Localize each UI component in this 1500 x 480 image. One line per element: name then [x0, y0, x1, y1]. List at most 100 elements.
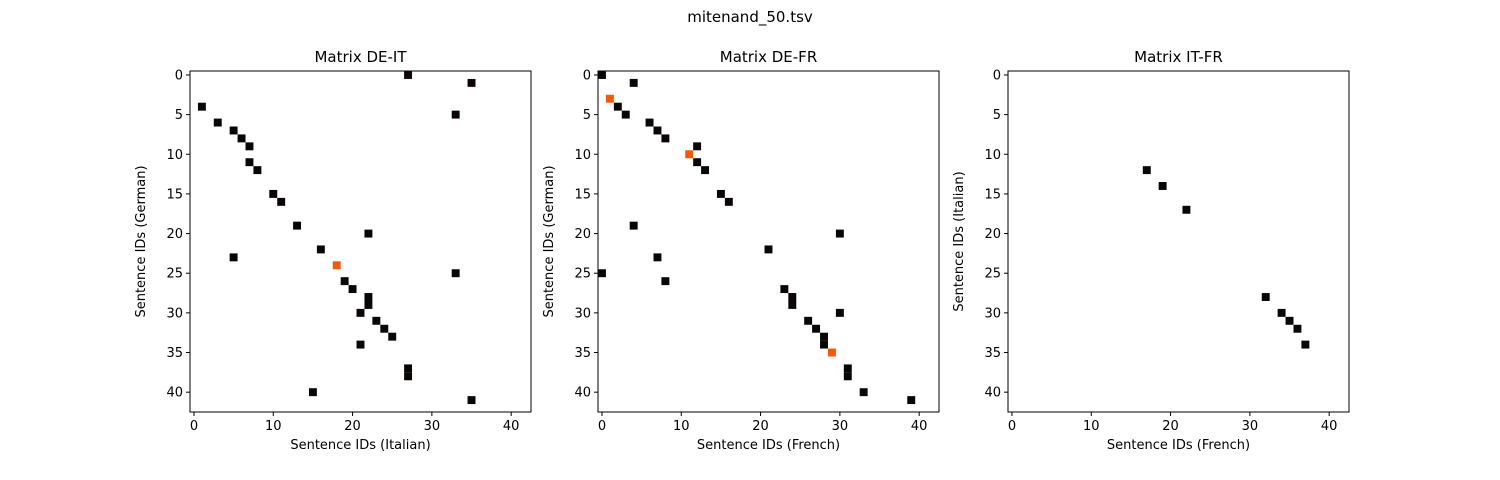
alignment-cell: [843, 364, 852, 373]
alignment-cell: [661, 277, 670, 286]
alignment-cell: [229, 126, 238, 135]
alignment-cell: [788, 300, 797, 309]
alignment-cell: [645, 118, 654, 127]
x-tick-label: 0: [1008, 419, 1016, 434]
y-tick-label: 10: [166, 148, 183, 163]
panel-it-fr: Matrix IT-FR Sentence IDs (French) Sente…: [952, 48, 1350, 453]
alignment-cell: [269, 189, 278, 198]
alignment-cell: [598, 269, 606, 278]
y-tick-label: 10: [984, 148, 1001, 163]
y-tick-label: 25: [984, 267, 1001, 282]
alignment-cell: [293, 221, 302, 230]
alignment-cell: [1301, 340, 1310, 349]
y-tick-label: 40: [984, 386, 1001, 401]
alignment-cell: [451, 269, 460, 278]
y-axis-label: Sentence IDs (German): [134, 165, 149, 317]
y-axis-label: Sentence IDs (Italian): [952, 171, 967, 311]
plot-area: [189, 70, 532, 413]
panel-title: Matrix DE-IT: [314, 48, 407, 66]
y-tick-label: 30: [984, 306, 1001, 321]
y-tick-label: 0: [993, 68, 1001, 83]
alignment-cell: [467, 78, 476, 87]
alignment-cell: [820, 340, 828, 349]
x-tick-label: 30: [1242, 419, 1259, 434]
y-tick-label: 0: [583, 68, 591, 83]
alignment-cell: [356, 308, 365, 317]
alignment-cell: [364, 300, 373, 309]
y-tick-label: 30: [574, 306, 591, 321]
alignment-cell: [404, 364, 413, 373]
alignment-cell: [716, 189, 725, 198]
alignment-cell: [364, 293, 373, 301]
alignment-cell: [1285, 316, 1294, 325]
y-tick-label: 20: [984, 227, 1001, 242]
alignment-cell: [598, 71, 606, 79]
alignment-cell: [661, 134, 670, 143]
x-tick-label: 40: [503, 419, 520, 434]
y-tick-label: 25: [574, 267, 591, 282]
alignment-cell: [812, 324, 821, 333]
x-axis-label: Sentence IDs (French): [1107, 438, 1250, 453]
panel-title: Matrix DE-FR: [720, 48, 818, 66]
y-tick-label: 5: [175, 108, 183, 123]
panel-de-it: Matrix DE-IT Sentence IDs (Italian) Sent…: [134, 48, 532, 453]
alignment-cell: [316, 245, 325, 254]
x-tick-label: 20: [344, 419, 361, 434]
highlight-cell: [605, 94, 614, 103]
y-tick-label: 30: [166, 306, 183, 321]
x-tick-label: 30: [424, 419, 441, 434]
y-tick-label: 35: [166, 346, 183, 361]
x-axis-label: Sentence IDs (Italian): [290, 438, 430, 453]
highlight-cell: [685, 150, 694, 159]
alignment-cell: [388, 332, 397, 341]
alignment-cell: [629, 221, 638, 230]
x-tick-label: 10: [673, 419, 690, 434]
y-tick-label: 0: [175, 68, 183, 83]
alignment-cell: [859, 388, 868, 397]
y-tick-label: 5: [583, 108, 591, 123]
alignment-cell: [340, 277, 349, 286]
alignment-cell: [1158, 182, 1167, 190]
alignment-cell: [229, 253, 238, 262]
x-tick-label: 10: [265, 419, 282, 434]
highlight-cell: [827, 348, 836, 357]
y-tick-label: 10: [574, 148, 591, 163]
alignment-cell: [780, 285, 789, 294]
x-tick-label: 10: [1083, 419, 1100, 434]
alignment-cell: [629, 78, 638, 87]
alignment-cell: [820, 332, 828, 341]
alignment-cell: [907, 396, 916, 405]
x-tick-label: 40: [911, 419, 928, 434]
x-tick-label: 0: [190, 419, 198, 434]
y-tick-label: 35: [984, 346, 1001, 361]
alignment-cell: [404, 71, 413, 79]
alignment-cell: [404, 372, 413, 381]
alignment-cell: [613, 102, 622, 111]
alignment-cell: [364, 229, 373, 238]
alignment-cell: [245, 142, 254, 151]
panel-de-fr: Matrix DE-FR Sentence IDs (French) Sente…: [542, 48, 940, 453]
alignment-cell: [348, 285, 357, 294]
alignment-cell: [693, 158, 702, 167]
alignment-cell: [653, 126, 662, 135]
x-tick-label: 20: [1162, 419, 1179, 434]
y-tick-label: 40: [166, 386, 183, 401]
alignment-cell: [1142, 166, 1151, 175]
alignment-cell: [467, 396, 476, 405]
x-tick-label: 30: [832, 419, 849, 434]
alignment-cell: [621, 110, 630, 119]
y-tick-label: 20: [574, 227, 591, 242]
y-axis-label: Sentence IDs (German): [542, 165, 557, 317]
alignment-cell: [804, 316, 813, 325]
y-tick-label: 15: [166, 187, 183, 202]
highlight-cell: [332, 261, 341, 270]
plot-area: [1007, 70, 1350, 413]
alignment-cell: [724, 197, 733, 206]
alignment-cell: [197, 102, 206, 111]
x-tick-label: 40: [1321, 419, 1338, 434]
alignment-cell: [701, 166, 710, 175]
alignment-cell: [1277, 308, 1286, 317]
alignment-cell: [764, 245, 773, 254]
alignment-cell: [1182, 205, 1191, 214]
